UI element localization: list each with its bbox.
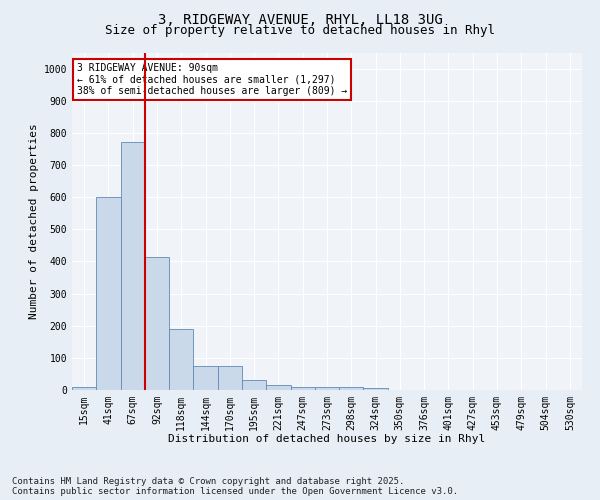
Bar — [266, 385, 290, 390]
Bar — [96, 197, 121, 390]
Bar — [72, 387, 96, 390]
Bar — [169, 329, 193, 390]
Bar — [193, 366, 218, 390]
Bar — [315, 387, 339, 390]
Bar — [242, 380, 266, 390]
Y-axis label: Number of detached properties: Number of detached properties — [29, 124, 40, 319]
Bar — [145, 256, 169, 390]
Bar — [121, 142, 145, 390]
Text: Contains HM Land Registry data © Crown copyright and database right 2025.
Contai: Contains HM Land Registry data © Crown c… — [12, 476, 458, 496]
Bar — [364, 388, 388, 390]
Text: 3 RIDGEWAY AVENUE: 90sqm
← 61% of detached houses are smaller (1,297)
38% of sem: 3 RIDGEWAY AVENUE: 90sqm ← 61% of detach… — [77, 62, 347, 96]
Text: 3, RIDGEWAY AVENUE, RHYL, LL18 3UG: 3, RIDGEWAY AVENUE, RHYL, LL18 3UG — [158, 12, 442, 26]
Bar — [218, 366, 242, 390]
Bar — [290, 387, 315, 390]
Text: Size of property relative to detached houses in Rhyl: Size of property relative to detached ho… — [105, 24, 495, 37]
Bar — [339, 387, 364, 390]
X-axis label: Distribution of detached houses by size in Rhyl: Distribution of detached houses by size … — [169, 434, 485, 444]
